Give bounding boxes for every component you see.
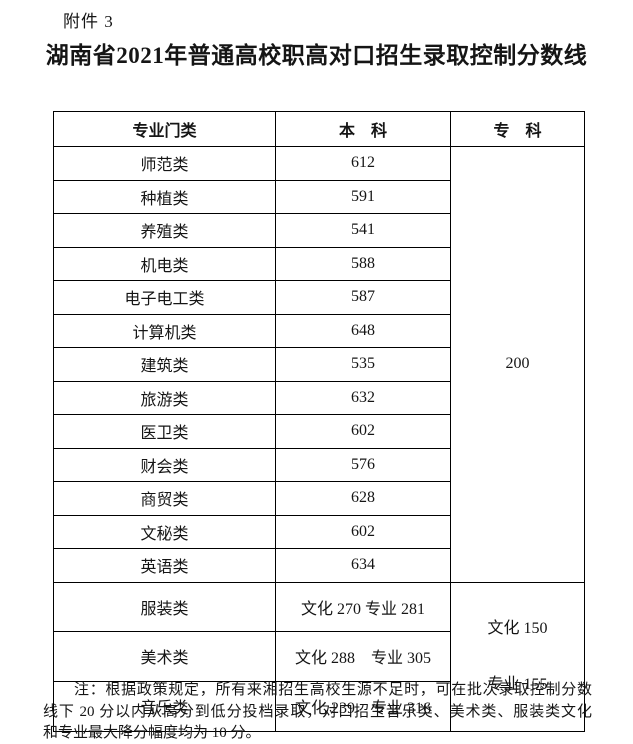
table-row: 医卫类 602	[53, 414, 585, 449]
table-header-row: 专业门类 本 科 专 科	[53, 111, 585, 147]
score-cell: 612	[275, 146, 451, 181]
score-cell: 587	[275, 280, 451, 315]
score-cell: 634	[275, 548, 451, 583]
page-title: 湖南省2021年普通高校职高对口招生录取控制分数线	[45, 43, 588, 68]
header-college: 专 科	[450, 111, 585, 147]
category-cell: 旅游类	[53, 380, 276, 415]
scores-table: 专业门类 本 科 专 科 师范类 612 200 种植类 591 养殖类 541…	[53, 111, 585, 732]
attachment-label: 附件 3	[63, 12, 114, 31]
table-row: 电子电工类 587	[53, 280, 585, 315]
category-cell: 美术类	[53, 631, 276, 682]
table-row: 养殖类 541	[53, 213, 585, 248]
category-cell: 英语类	[53, 548, 276, 583]
score-cell: 文化 239 专业 316	[275, 680, 451, 732]
category-cell: 计算机类	[53, 313, 276, 348]
table-row: 旅游类 632	[53, 380, 585, 415]
category-cell: 电子电工类	[53, 280, 276, 315]
category-cell: 音乐类	[53, 680, 276, 732]
zhuanke-merged-cell: 200	[450, 146, 585, 583]
score-cell: 文化 288 专业 305	[275, 631, 451, 682]
score-cell: 602	[275, 414, 451, 449]
table-row: 文秘类 602	[53, 514, 585, 549]
score-cell: 632	[275, 380, 451, 415]
score-cell: 文化 270 专业 281	[275, 581, 451, 633]
score-cell: 535	[275, 347, 451, 382]
category-cell: 机电类	[53, 246, 276, 281]
table-row: 服装类 文化 270 专业 281 文化 150 专业 155	[53, 581, 585, 732]
table-row: 种植类 591	[53, 179, 585, 214]
score-cell: 628	[275, 481, 451, 516]
category-cell: 养殖类	[53, 213, 276, 248]
table-row: 师范类 612 200	[53, 146, 585, 583]
header-category: 专业门类	[53, 111, 276, 147]
table-row: 英语类 634	[53, 548, 585, 583]
header-undergraduate: 本 科	[275, 111, 451, 147]
score-cell: 591	[275, 179, 451, 214]
category-cell: 医卫类	[53, 414, 276, 449]
table-row: 机电类 588	[53, 246, 585, 281]
score-cell: 602	[275, 514, 451, 549]
score-cell: 541	[275, 213, 451, 248]
category-cell: 师范类	[53, 146, 276, 181]
category-cell: 服装类	[53, 581, 276, 633]
table-row: 财会类 576	[53, 447, 585, 482]
zhuanke-culture-score: 文化 150	[487, 619, 548, 637]
zhuanke-bottom-merged-cell: 文化 150 专业 155	[450, 581, 585, 732]
footnote-line-1: 注：根据政策规定，所有来湘招生高校生源不足时，可在批次录取控制分数	[74, 682, 592, 698]
category-cell: 财会类	[53, 447, 276, 482]
table-row: 建筑类 535	[53, 347, 585, 382]
footnote: 注：根据政策规定，所有来湘招生高校生源不足时，可在批次录取控制分数 线下 20 …	[43, 680, 592, 744]
zhuanke-major-score: 专业 155	[487, 675, 548, 693]
score-cell: 576	[275, 447, 451, 482]
category-cell: 种植类	[53, 179, 276, 214]
table-row: 美术类 文化 288 专业 305	[53, 631, 585, 682]
category-cell: 建筑类	[53, 347, 276, 382]
footnote-line-3: 和专业最大降分幅度均为 10 分。	[43, 725, 261, 741]
table-row: 计算机类 648	[53, 313, 585, 348]
category-cell: 文秘类	[53, 514, 276, 549]
table-row: 音乐类 文化 239 专业 316	[53, 680, 585, 732]
score-cell: 588	[275, 246, 451, 281]
category-cell: 商贸类	[53, 481, 276, 516]
footnote-line-2: 线下 20 分以内从高分到低分投档录取，对口招生音乐类、美术类、服装类文化	[43, 703, 592, 720]
score-cell: 648	[275, 313, 451, 348]
